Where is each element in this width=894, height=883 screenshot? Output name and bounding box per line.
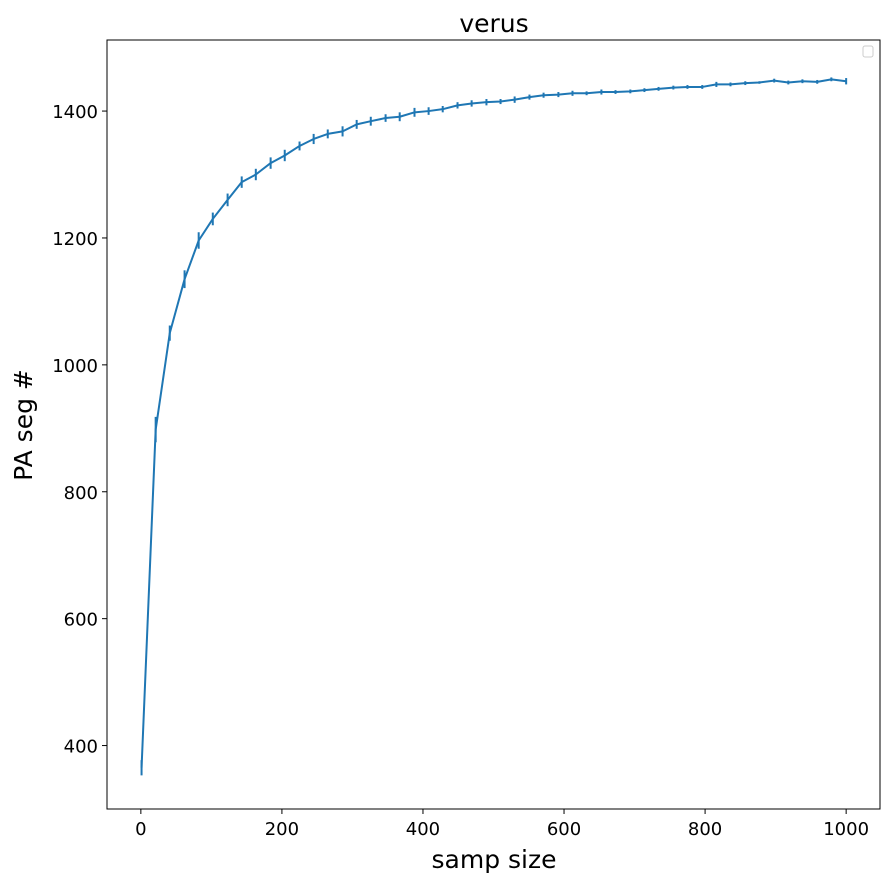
series-layer xyxy=(140,77,848,776)
y-axis-label: PA seg # xyxy=(9,369,38,481)
x-tick-label: 600 xyxy=(547,819,581,840)
plot-frame xyxy=(106,39,881,810)
x-tick-label: 200 xyxy=(265,819,299,840)
y-tick-label: 800 xyxy=(64,483,98,504)
plot-area xyxy=(107,40,880,809)
y-tick-label: 1000 xyxy=(52,356,98,377)
x-axis-label: samp size xyxy=(432,845,557,874)
y-tick-label: 600 xyxy=(64,610,98,631)
y-tick-label: 1200 xyxy=(52,229,98,250)
x-tick-label: 800 xyxy=(688,819,722,840)
legend-box xyxy=(862,45,874,58)
x-tick-label: 400 xyxy=(406,819,440,840)
y-tick-label: 1400 xyxy=(52,102,98,123)
series-line xyxy=(140,78,847,768)
x-tick-label: 1000 xyxy=(823,819,869,840)
x-ticks: 0 200 400 600 800 1000 xyxy=(135,809,869,840)
chart-title: verus xyxy=(459,9,528,38)
y-ticks: 400 600 800 1000 1200 1400 xyxy=(52,102,107,758)
x-tick-label: 0 xyxy=(135,819,146,840)
y-tick-label: 400 xyxy=(64,737,98,758)
